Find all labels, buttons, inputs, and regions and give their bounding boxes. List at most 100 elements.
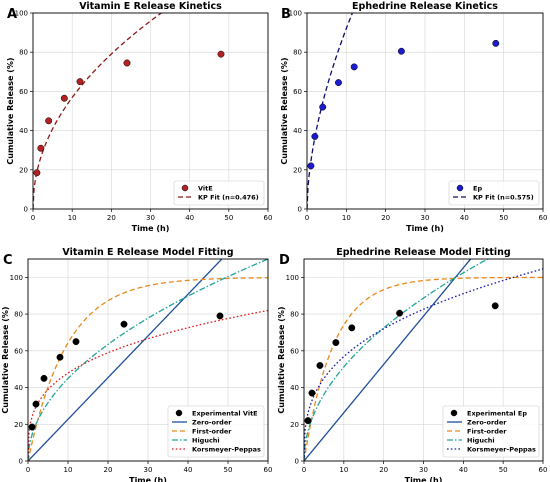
series-line-kp [304, 268, 543, 461]
data-point [396, 309, 404, 317]
x-tick-label: 40 [185, 214, 194, 222]
y-tick-label: 80 [19, 49, 28, 57]
data-point [72, 338, 80, 346]
panel-label: C [3, 253, 13, 268]
y-tick-label: 60 [290, 347, 299, 355]
data-point [45, 117, 53, 125]
x-tick-label: 60 [264, 214, 273, 222]
x-tick-label: 50 [224, 466, 233, 474]
x-tick-label: 40 [184, 466, 193, 474]
data-point [76, 78, 84, 86]
y-tick-label: 0 [298, 206, 302, 214]
data-point [332, 339, 340, 347]
x-axis-label: Time (h) [132, 224, 170, 233]
legend-entry: Higuchi [467, 436, 495, 444]
legend-marker [181, 184, 189, 192]
chart-panel-c: 0 10 20 30 40 50 60 0 20 40 60 80 100 Vitamin E Relea… [1, 247, 273, 482]
x-tick-label: 30 [146, 214, 155, 222]
chart-title: Vitamin E Release Model Fitting [62, 247, 233, 258]
x-tick-label: 30 [144, 466, 153, 474]
x-tick-label: 10 [68, 214, 77, 222]
y-tick-label: 20 [14, 421, 23, 429]
chart-title: Ephedrine Release Model Fitting [336, 247, 510, 258]
y-axis-label: Cumulative Release (%) [1, 306, 10, 413]
data-point [307, 162, 315, 170]
x-tick-label: 30 [419, 466, 428, 474]
y-tick-label: 80 [290, 311, 299, 319]
series-line-first [28, 277, 268, 461]
legend: Experimental EpZero-orderFirst-orderHigu… [442, 405, 540, 458]
x-tick-label: 0 [31, 214, 35, 222]
legend-marker [456, 184, 464, 192]
y-tick-label: 40 [19, 127, 28, 135]
y-tick-label: 80 [14, 311, 23, 319]
data-point [40, 374, 48, 382]
data-point [348, 324, 356, 332]
data-point [311, 133, 319, 140]
data-point [217, 50, 225, 58]
legend-entry: KP Fit (n=0.575) [473, 193, 534, 201]
data-point [120, 320, 128, 328]
series-line-kp [307, 13, 354, 209]
data-point [216, 312, 224, 320]
x-tick-label: 0 [26, 466, 30, 474]
y-tick-label: 40 [14, 384, 23, 392]
data-point [350, 63, 358, 71]
y-tick-label: 100 [15, 10, 28, 18]
chart-title: Vitamin E Release Kinetics [79, 1, 222, 12]
plot-area [304, 259, 543, 461]
legend-entry: VitE [198, 184, 213, 192]
data-point [491, 302, 499, 310]
x-axis-label: Time (h) [405, 476, 443, 482]
plot-area [28, 259, 268, 461]
legend-entry: First-order [467, 427, 507, 435]
y-tick-label: 20 [19, 166, 28, 174]
chart-title: Ephedrine Release Kinetics [352, 1, 498, 12]
x-tick-label: 60 [264, 466, 273, 474]
y-tick-label: 20 [293, 166, 302, 174]
x-tick-label: 50 [499, 214, 508, 222]
data-point [316, 362, 324, 369]
y-tick-label: 0 [19, 458, 23, 466]
x-tick-label: 60 [539, 214, 548, 222]
legend-entry: KP Fit (n=0.476) [198, 193, 259, 201]
y-tick-label: 0 [24, 206, 28, 214]
data-point [335, 79, 342, 87]
legend: Experimental VitEZero-orderFirst-orderHi… [167, 405, 265, 458]
chart-panel-b: 0 10 20 30 40 50 60 0 20 40 60 80 100 Ephedrine Relea… [280, 1, 548, 233]
y-axis-label: Cumulative Release (%) [280, 57, 289, 164]
legend-marker [450, 409, 458, 417]
y-tick-label: 20 [290, 421, 299, 429]
data-point [60, 94, 68, 102]
data-point [304, 417, 312, 425]
x-tick-label: 20 [107, 214, 116, 222]
data-point [492, 39, 500, 47]
data-point [397, 47, 405, 55]
data-point [319, 103, 327, 111]
x-tick-label: 10 [342, 214, 351, 222]
series-line-kp [33, 13, 163, 209]
series-line-higuchi [304, 259, 490, 461]
y-tick-label: 40 [293, 127, 302, 135]
series-line-higuchi [28, 259, 268, 461]
data-point [56, 353, 64, 361]
legend-entry: First-order [192, 427, 232, 435]
y-tick-label: 40 [290, 384, 299, 392]
panel-label: A [7, 7, 17, 22]
x-tick-label: 20 [381, 214, 390, 222]
legend-entry: Korsmeyer-Peppas [467, 445, 536, 453]
legend-entry: Higuchi [192, 436, 220, 444]
legend-entry: Ep [473, 184, 482, 192]
x-axis-label: Time (h) [406, 224, 444, 233]
legend-entry: Korsmeyer-Peppas [192, 445, 261, 453]
x-tick-label: 0 [305, 214, 309, 222]
y-tick-label: 100 [289, 10, 302, 18]
data-point [33, 169, 41, 177]
y-tick-label: 60 [293, 88, 302, 96]
data-point [32, 400, 40, 408]
x-tick-label: 50 [499, 466, 508, 474]
data-point [308, 389, 316, 397]
data-point [28, 423, 36, 431]
legend-box [442, 405, 540, 458]
